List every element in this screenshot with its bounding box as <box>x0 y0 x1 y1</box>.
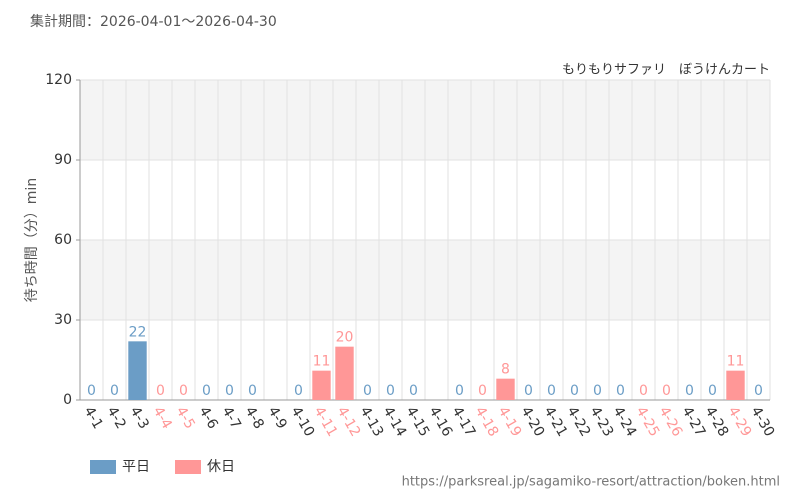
x-tick-label: 4-1 <box>81 404 106 432</box>
x-tick-label: 4-19 <box>495 404 525 440</box>
x-tick-label: 4-25 <box>633 404 663 440</box>
data-label: 0 <box>524 383 533 399</box>
x-tick-label: 4-23 <box>587 404 617 440</box>
bar <box>335 346 354 400</box>
chart-title: もりもりサファリ ぼうけんカート <box>562 63 770 78</box>
legend-swatch <box>90 460 116 474</box>
y-axis-label: 待ち時間（分）min <box>24 178 40 302</box>
x-tick-label: 4-27 <box>679 404 709 440</box>
data-label: 0 <box>248 383 257 399</box>
x-tick-label: 4-4 <box>150 404 175 432</box>
data-label: 20 <box>336 330 354 346</box>
x-tick-label: 4-5 <box>173 404 198 432</box>
data-label: 0 <box>754 383 763 399</box>
data-label: 0 <box>616 383 625 399</box>
x-tick-label: 4-7 <box>219 404 244 432</box>
bar <box>128 341 147 400</box>
x-tick-label: 4-15 <box>403 404 433 440</box>
x-tick-label: 4-18 <box>472 404 502 440</box>
data-label: 22 <box>129 324 147 340</box>
data-label: 11 <box>727 354 745 370</box>
bar <box>312 370 331 400</box>
data-label: 0 <box>110 383 119 399</box>
data-label: 11 <box>313 354 331 370</box>
data-label: 0 <box>478 383 487 399</box>
data-label: 0 <box>294 383 303 399</box>
legend-swatch <box>175 460 201 474</box>
data-label: 0 <box>386 383 395 399</box>
y-tick-label: 0 <box>63 392 72 408</box>
y-tick-label: 120 <box>45 72 72 88</box>
x-tick-label: 4-28 <box>702 404 732 440</box>
source-url: https://parksreal.jp/sagamiko-resort/att… <box>402 475 780 490</box>
data-label: 0 <box>455 383 464 399</box>
data-label: 0 <box>639 383 648 399</box>
data-label: 0 <box>409 383 418 399</box>
x-tick-label: 4-22 <box>564 404 594 440</box>
y-tick-label: 30 <box>54 312 72 328</box>
x-tick-label: 4-24 <box>610 404 640 440</box>
x-tick-label: 4-2 <box>104 404 129 432</box>
data-label: 0 <box>593 383 602 399</box>
data-label: 8 <box>501 362 510 378</box>
data-label: 0 <box>570 383 579 399</box>
data-label: 0 <box>156 383 165 399</box>
x-tick-label: 4-26 <box>656 404 686 440</box>
x-tick-label: 4-20 <box>518 404 548 440</box>
chart-subtitle: 集計期間：2026-04-01～2026-04-30 <box>30 13 277 30</box>
data-label: 0 <box>708 383 717 399</box>
data-label: 0 <box>87 383 96 399</box>
bar <box>496 378 515 400</box>
x-tick-label: 4-16 <box>426 404 456 440</box>
x-tick-label: 4-9 <box>265 404 290 432</box>
data-label: 0 <box>179 383 188 399</box>
data-label: 0 <box>547 383 556 399</box>
x-tick-label: 4-29 <box>725 404 755 440</box>
data-label: 0 <box>685 383 694 399</box>
bar <box>726 370 745 400</box>
legend-label: 休日 <box>207 459 235 475</box>
data-label: 0 <box>202 383 211 399</box>
x-tick-label: 4-21 <box>541 404 571 440</box>
x-tick-label: 4-12 <box>334 404 364 440</box>
data-label: 0 <box>363 383 372 399</box>
x-tick-label: 4-11 <box>311 404 341 440</box>
x-tick-label: 4-14 <box>380 404 410 440</box>
data-label: 0 <box>225 383 234 399</box>
x-tick-label: 4-10 <box>288 404 318 440</box>
y-tick-label: 60 <box>54 232 72 248</box>
x-tick-label: 4-6 <box>196 404 221 432</box>
y-tick-label: 90 <box>54 152 72 168</box>
x-tick-label: 4-3 <box>127 404 152 432</box>
x-tick-label: 4-17 <box>449 404 479 440</box>
x-tick-label: 4-8 <box>242 404 267 432</box>
x-tick-label: 4-13 <box>357 404 387 440</box>
legend-label: 平日 <box>122 459 150 475</box>
x-tick-label: 4-30 <box>748 404 778 440</box>
data-label: 0 <box>662 383 671 399</box>
